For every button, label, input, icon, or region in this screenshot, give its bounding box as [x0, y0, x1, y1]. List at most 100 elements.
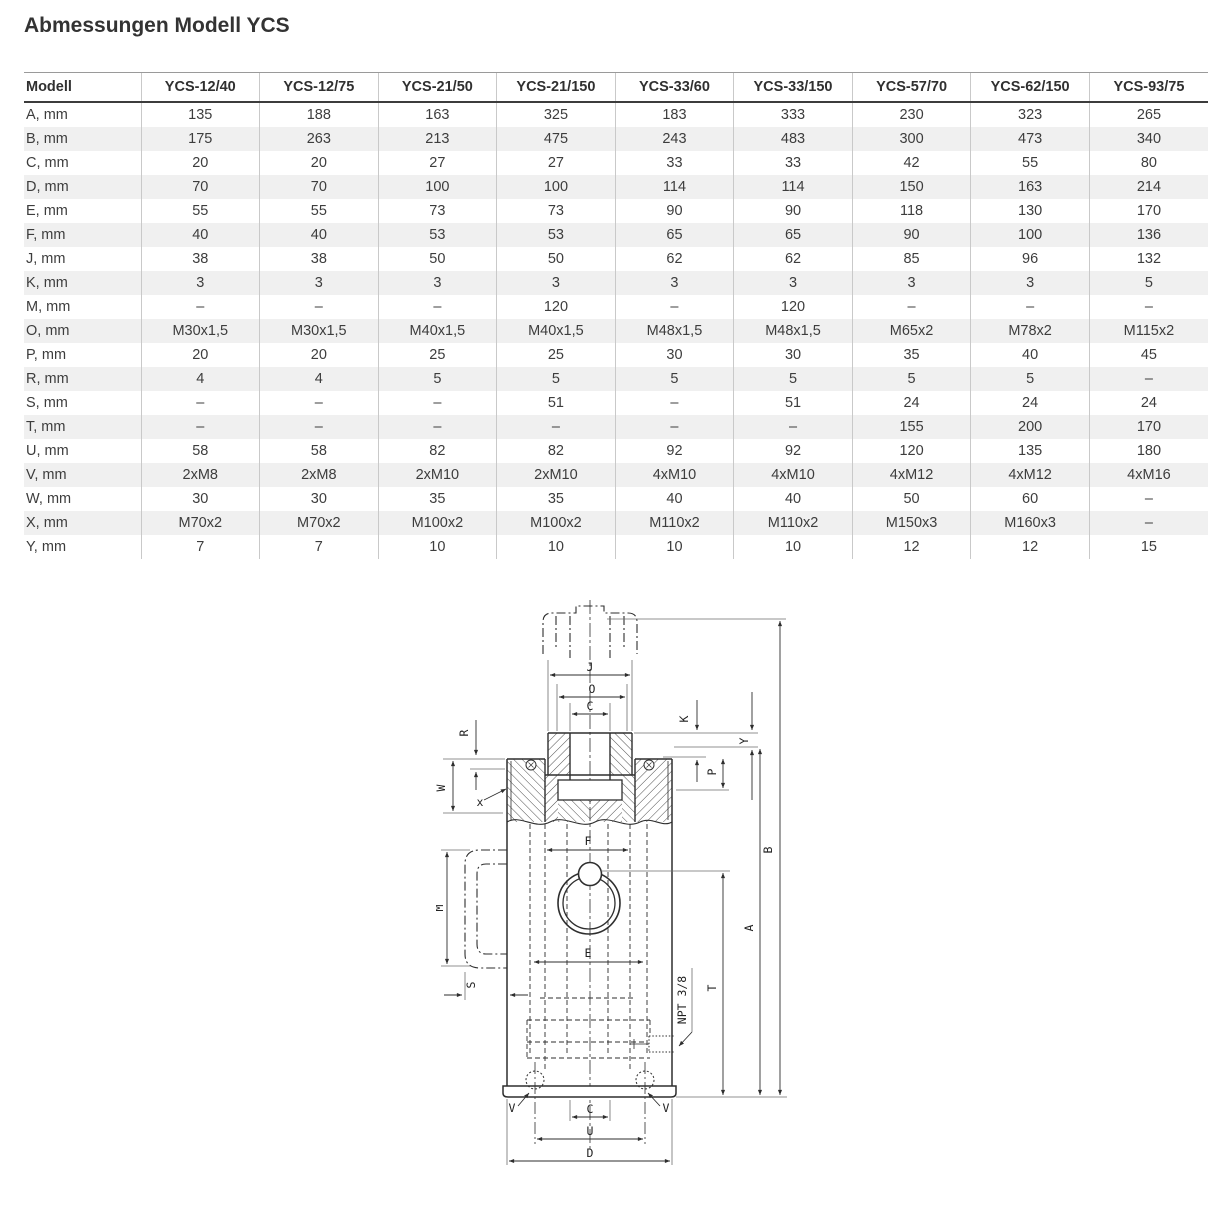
- table-cell: 55: [140, 199, 260, 223]
- table-cell: 5: [614, 367, 734, 391]
- table-cell: 82: [496, 439, 616, 463]
- table-cell: 40: [614, 487, 734, 511]
- table-cell: M110x2: [614, 511, 734, 535]
- table-cell: 2xM10: [496, 463, 616, 487]
- table-cell: 96: [970, 247, 1090, 271]
- table-cell: 183: [614, 102, 734, 127]
- dim-label-r: R: [457, 729, 471, 736]
- table-cell: 50: [496, 247, 616, 271]
- table-cell: –: [851, 295, 971, 319]
- column-header: YCS-21/150: [496, 72, 616, 103]
- table-cell: 114: [614, 175, 734, 199]
- dim-label-k: K: [677, 715, 691, 722]
- table-cell: 120: [851, 439, 971, 463]
- table-cell: 163: [377, 102, 497, 127]
- table-cell: 10: [733, 535, 853, 559]
- table-cell: 100: [970, 223, 1090, 247]
- table-cell: 5: [851, 367, 971, 391]
- table-cell: 3: [259, 271, 379, 295]
- table-cell: 4xM10: [614, 463, 734, 487]
- table-cell: –: [1088, 367, 1208, 391]
- table-cell: –: [259, 415, 379, 439]
- dim-label-y: Y: [737, 737, 751, 744]
- table-cell: M150x3: [851, 511, 971, 535]
- table-cell: 10: [496, 535, 616, 559]
- table-cell: 7: [140, 535, 260, 559]
- table-cell: 65: [614, 223, 734, 247]
- table-cell: M30x1,5: [259, 319, 379, 343]
- table-cell: –: [614, 295, 734, 319]
- table-cell: 45: [1088, 343, 1208, 367]
- table-cell: 323: [970, 102, 1090, 127]
- column-header-modell: Modell: [24, 72, 141, 103]
- table-cell: M115x2: [1088, 319, 1208, 343]
- table-cell: 4: [259, 367, 379, 391]
- table-cell: –: [377, 391, 497, 415]
- table-cell: M30x1,5: [140, 319, 260, 343]
- table-cell: 5: [1088, 271, 1208, 295]
- row-label: D, mm: [24, 175, 141, 199]
- table-row: A, mm 135 188 163 325 183 333 230 323 265: [24, 102, 1208, 127]
- table-cell: 82: [377, 439, 497, 463]
- page-title: Abmessungen Modell YCS: [24, 14, 290, 37]
- row-label: X, mm: [24, 511, 141, 535]
- table-cell: 20: [259, 151, 379, 175]
- break-line: [506, 819, 673, 825]
- table-row: F, mm 40 40 53 53 65 65 90 100 136: [24, 223, 1208, 247]
- table-cell: 70: [259, 175, 379, 199]
- table-row: E, mm 55 55 73 73 90 90 118 130 170: [24, 199, 1208, 223]
- dim-label-f: F: [585, 834, 592, 848]
- table-cell: 333: [733, 102, 853, 127]
- table-cell: 4: [140, 367, 260, 391]
- table-cell: 175: [140, 127, 260, 151]
- table-cell: 3: [733, 271, 853, 295]
- dimension-labels-horizontal: J O C F E C U D x V V: [477, 660, 670, 1160]
- table-cell: 3: [377, 271, 497, 295]
- table-row: B, mm 175 263 213 475 243 483 300 473 340: [24, 127, 1208, 151]
- table-cell: M78x2: [970, 319, 1090, 343]
- table-cell: 7: [259, 535, 379, 559]
- table-cell: 170: [1088, 415, 1208, 439]
- table-cell: –: [614, 391, 734, 415]
- dim-label-b: B: [761, 846, 775, 853]
- table-cell: 15: [1088, 535, 1208, 559]
- row-label: R, mm: [24, 367, 141, 391]
- table-cell: M70x2: [259, 511, 379, 535]
- table-cell: 4xM16: [1088, 463, 1208, 487]
- table-cell: 214: [1088, 175, 1208, 199]
- extension-lines: [441, 618, 787, 1165]
- row-label: O, mm: [24, 319, 141, 343]
- row-label: S, mm: [26, 395, 68, 411]
- table-cell: –: [259, 295, 379, 319]
- table-cell: 130: [970, 199, 1090, 223]
- table-row: P, mm 20 20 25 25 30 30 35 40 45: [24, 343, 1208, 367]
- small-dimension-arrows: [444, 692, 755, 1107]
- table-cell: 38: [259, 247, 379, 271]
- table-cell: 33: [733, 151, 853, 175]
- lifting-ring: [557, 861, 621, 935]
- table-cell: 92: [614, 439, 734, 463]
- table-cell: –: [140, 391, 260, 415]
- table-cell: –: [733, 415, 853, 439]
- dim-label-e: E: [585, 946, 592, 960]
- dim-label-x: x: [477, 795, 484, 809]
- column-header: YCS-93/75: [1088, 72, 1208, 103]
- table-cell: M160x3: [970, 511, 1090, 535]
- table-row: U, mm 58 58 82 82 92 92 120 135 180: [24, 439, 1208, 463]
- table-cell: 100: [496, 175, 616, 199]
- port-label-npt: NPT 3/8: [675, 976, 689, 1025]
- table-cell: 90: [851, 223, 971, 247]
- table-cell: 10: [377, 535, 497, 559]
- table-header: Modell YCS-12/40 YCS-12/75 YCS-21/50 YCS-21/…: [24, 72, 1208, 103]
- table-cell: 135: [140, 102, 260, 127]
- table-cell: 35: [851, 343, 971, 367]
- table-row: X, mm M70x2 M70x2 M100x2 M100x2 M110x2 M110x2 M…: [24, 511, 1208, 535]
- table-cell: 4xM12: [851, 463, 971, 487]
- dim-label-v-right: V: [663, 1101, 670, 1115]
- table-cell: M100x2: [496, 511, 616, 535]
- row-label: K, mm: [24, 271, 141, 295]
- table-cell: 25: [496, 343, 616, 367]
- table-cell: 2xM10: [377, 463, 497, 487]
- table-cell: 473: [970, 127, 1090, 151]
- dim-label-m: M: [436, 904, 446, 911]
